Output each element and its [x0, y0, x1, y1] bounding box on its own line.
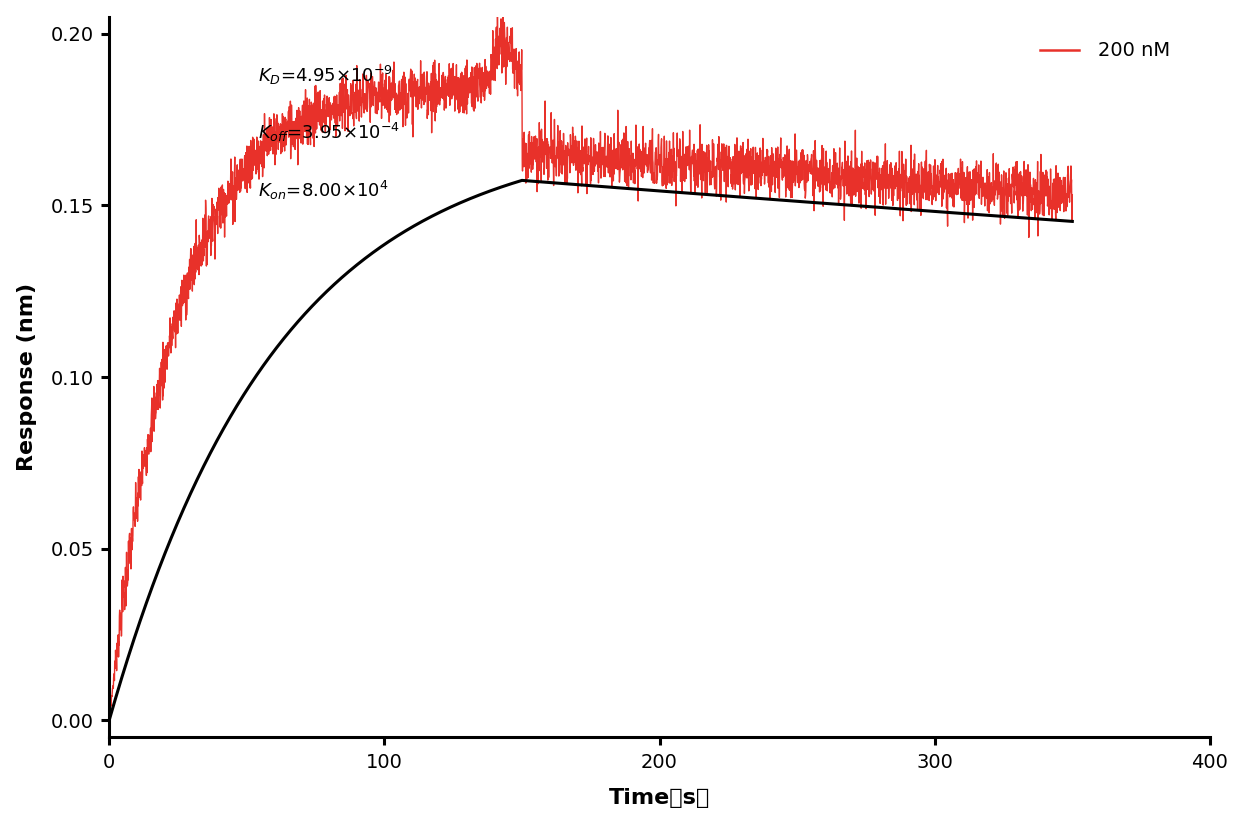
X-axis label: Time（s）: Time（s） — [609, 789, 710, 808]
Text: $K_{off}$=3.95×10$^{-4}$: $K_{off}$=3.95×10$^{-4}$ — [258, 121, 400, 144]
Y-axis label: Response (nm): Response (nm) — [16, 283, 36, 471]
Legend: 200 nM: 200 nM — [1032, 34, 1178, 68]
Text: $K_{on}$=8.00×10$^{4}$: $K_{on}$=8.00×10$^{4}$ — [258, 179, 388, 202]
Text: $K_D$=4.95×10$^{-9}$: $K_D$=4.95×10$^{-9}$ — [258, 64, 393, 87]
